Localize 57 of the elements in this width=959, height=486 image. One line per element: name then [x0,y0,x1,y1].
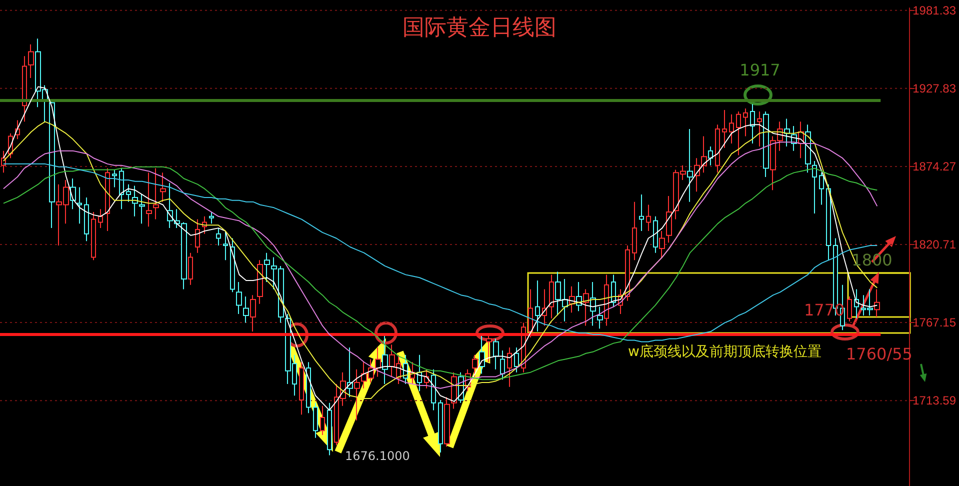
candlestick [611,274,616,308]
candlestick [507,347,512,388]
candlestick [514,347,519,373]
y-tick-label: 1713.59 [912,394,956,408]
candlestick [847,296,852,322]
candlestick [195,218,200,254]
candlestick [236,281,242,315]
candlestick [500,350,505,380]
candlestick [812,160,817,214]
candlestick [535,280,540,332]
y-tick-label: 1981.33 [912,3,956,18]
candlestick [750,104,755,144]
candlestick [84,196,89,242]
y-tick-label: 1874.27 [912,159,956,174]
candlestick [736,110,741,156]
candlestick [826,184,831,261]
candlestick [722,110,727,148]
y-tick-label: 1820.71 [912,238,956,252]
chart-title: 国际黄金日线图 [402,16,556,40]
candlestick [743,108,748,137]
candlestick [313,402,318,438]
candlestick [146,172,152,228]
candlestick [160,172,166,202]
y-tick-label: 1927.83 [912,81,956,96]
candlestick [431,368,436,411]
candlestick [153,168,159,220]
candlestick [299,362,304,416]
candlestick [98,208,103,229]
candlestick [91,212,96,261]
y-tick-label: 1767.15 [912,316,956,330]
candlestick [230,238,235,293]
candlestick [639,194,644,232]
candlestick [139,194,145,224]
candlestick [22,56,27,122]
candlestick [729,114,734,144]
candlestick [105,168,110,232]
annotation: 1917 [740,60,780,80]
candlestick [306,362,311,414]
candlestick [209,212,214,224]
candlestick [223,230,228,261]
candlestick [666,195,672,244]
candlestick [132,185,138,217]
candlestick [632,201,637,261]
candlestick [327,402,332,456]
candlestick [126,184,131,202]
candlestick [528,288,533,338]
candlestick [119,168,124,210]
candlestick [320,405,325,436]
candlestick [715,124,720,174]
annotation: 1676.1000 [345,449,410,463]
candlestick [646,204,651,232]
candlestick [167,182,173,229]
candlestick [112,169,117,188]
candlestick [77,186,82,224]
annotation: w底颈线以及前期顶底转换位置 [628,344,822,360]
candlestick [216,228,221,246]
candlestick [819,172,824,206]
